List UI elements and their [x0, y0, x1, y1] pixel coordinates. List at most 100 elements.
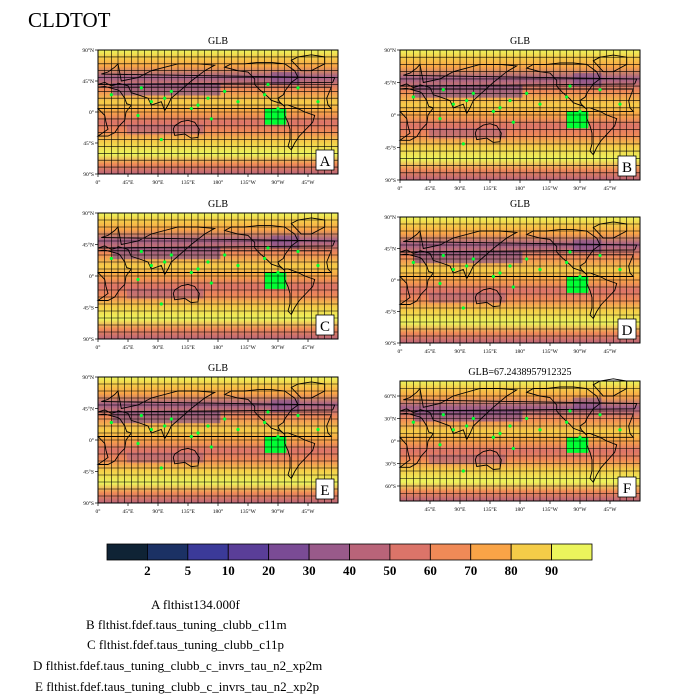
lat-tick-label: 0°	[391, 438, 396, 445]
lon-tick-label: 45°E	[424, 185, 436, 192]
map-panel-f: F 60°N 30°N 0° 30°S 60°S 45°E 90°E 135°E 180° 135°…	[384, 378, 641, 513]
lat-tick-label: 30°S	[385, 461, 396, 468]
station-marker	[196, 267, 200, 271]
lat-tick-label: 45°S	[83, 469, 94, 476]
station-marker	[266, 410, 270, 414]
map-panel-e: E90°N45°N0°45°S90°S0° 45°E 90°E 135°E 180° 13…	[82, 374, 339, 515]
colorbar-segment	[510, 543, 552, 561]
highlight-region	[566, 276, 589, 293]
station-marker	[451, 102, 455, 106]
map-panel-b: B90°N45°N0°45°S90°S0° 45°E 90°E 135°E 180° 13…	[384, 47, 641, 192]
station-marker	[465, 98, 469, 103]
station-marker	[159, 466, 163, 470]
lat-tick-label: 90°N	[384, 47, 396, 54]
station-marker	[441, 253, 445, 258]
station-marker	[266, 246, 270, 250]
highlight-region	[566, 437, 589, 453]
grid-lines	[97, 376, 338, 504]
lon-tick-label: 180°	[515, 506, 525, 513]
station-marker	[471, 91, 475, 95]
coastline	[284, 268, 316, 316]
page-title: CLDTOT	[28, 8, 111, 32]
station-marker	[263, 93, 267, 97]
lon-tick-label: 90°W	[272, 344, 286, 351]
panel-letter-box	[617, 155, 637, 177]
panel-a-title: GLB	[208, 36, 228, 47]
station-marker	[189, 270, 193, 275]
colorbar-segment	[187, 543, 229, 561]
lon-tick-label: 180°	[515, 348, 525, 355]
station-marker	[508, 98, 512, 103]
lat-tick-label: 90°S	[83, 171, 94, 178]
low-cloud-region	[112, 83, 221, 96]
lon-tick-label: 45°W	[604, 185, 618, 192]
lon-tick-label: 180°	[213, 344, 223, 351]
lon-tick-label: 90°W	[574, 506, 588, 513]
coastline	[97, 62, 336, 112]
low-cloud-region	[428, 454, 506, 465]
station-marker	[276, 270, 280, 275]
coastline	[96, 413, 333, 465]
station-marker	[196, 431, 200, 435]
station-marker	[136, 441, 140, 446]
station-marker	[525, 91, 529, 95]
station-marker	[159, 302, 163, 306]
lon-tick-label: 45°W	[302, 344, 316, 351]
lat-tick-label: 0°	[89, 437, 94, 444]
map-panel-c: C90°N45°N0°45°S90°S0° 45°E 90°E 135°E 180° 13…	[82, 210, 339, 351]
station-marker	[565, 420, 569, 424]
lat-tick-label: 60°N	[384, 393, 396, 400]
station-marker	[411, 260, 415, 265]
lat-tick-label: 45°S	[385, 309, 396, 316]
station-marker	[511, 285, 515, 289]
panel-letter-box	[617, 476, 637, 498]
map-panels: A90°N45°N0°45°S90°S0° 45°E 90°E 135°E 180° 13…	[82, 47, 641, 515]
lon-tick-label: 0°	[96, 179, 101, 186]
colorbar-segment	[349, 543, 391, 561]
colorbar: 2 5 10 20 30 40 50 60 70 80 90	[106, 543, 593, 578]
station-marker	[296, 86, 300, 90]
lon-tick-label: 180°	[213, 179, 223, 186]
station-marker	[525, 416, 529, 421]
station-marker	[223, 417, 227, 421]
highlight-region	[566, 111, 589, 129]
station-marker	[276, 434, 280, 439]
lon-tick-label: 45°E	[122, 179, 134, 186]
station-marker	[438, 443, 442, 447]
panel-c-title: GLB	[208, 199, 228, 210]
coastline	[592, 54, 628, 73]
station-marker	[139, 86, 143, 90]
lon-tick-label: 45°E	[122, 344, 134, 351]
coastline	[398, 87, 635, 141]
station-marker	[618, 102, 622, 106]
lon-tick-label: 135°E	[483, 185, 497, 192]
lon-tick-label: 135°E	[181, 508, 195, 515]
station-marker	[511, 120, 515, 124]
lat-tick-label: 60°S	[385, 483, 396, 490]
lon-tick-label: 90°E	[152, 344, 164, 351]
lat-tick-label: 90°S	[83, 500, 94, 507]
lon-tick-label: 0°	[96, 344, 101, 351]
panel-letter: E	[320, 483, 329, 499]
lon-tick-label: 90°E	[454, 185, 466, 192]
lon-tick-label: 45°E	[424, 506, 436, 513]
coastline	[398, 253, 635, 305]
lon-tick-label: 0°	[96, 508, 101, 515]
station-marker	[598, 88, 602, 92]
station-marker	[206, 424, 210, 428]
station-marker	[465, 264, 469, 268]
colorbar-tick-label: 5	[185, 563, 192, 578]
station-marker	[578, 274, 582, 279]
lat-tick-label: 45°S	[83, 305, 94, 312]
lon-tick-label: 45°E	[424, 348, 436, 355]
station-marker	[438, 117, 442, 121]
station-marker	[206, 260, 210, 264]
coastline	[592, 378, 628, 397]
lat-tick-label: 90°N	[82, 210, 94, 217]
lon-tick-label: 45°W	[302, 179, 316, 186]
highlight-region	[264, 436, 287, 453]
colorbar-tick-label: 2	[144, 563, 151, 578]
highlight-region	[264, 272, 287, 289]
station-marker	[508, 424, 512, 428]
station-marker	[525, 257, 529, 261]
